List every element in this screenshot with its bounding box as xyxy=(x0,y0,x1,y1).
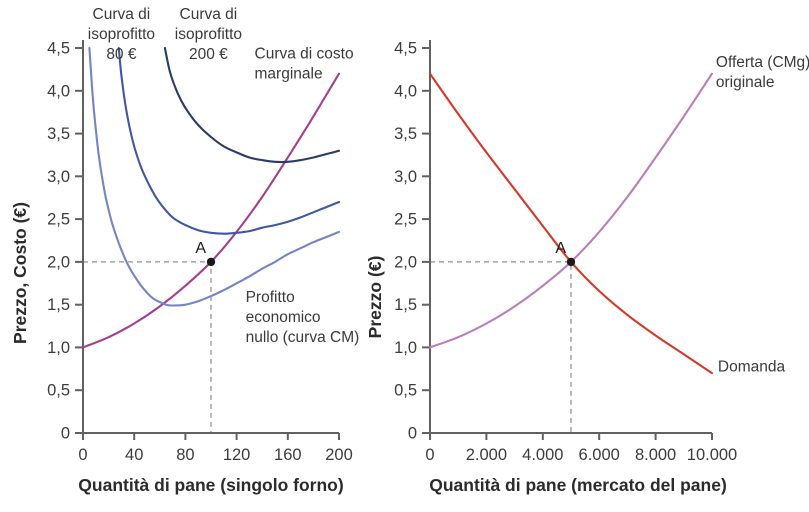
x-tick-label: 160 xyxy=(274,446,302,464)
y-axis-title: Prezzo (€) xyxy=(365,256,385,339)
curve-curva-di-isoprofitto-200 xyxy=(163,46,341,164)
y-tick-label: 2,0 xyxy=(47,253,70,271)
x-tick-label: 4.000 xyxy=(522,446,563,464)
x-tick-label: 80 xyxy=(176,446,194,464)
x-tick-label: 2.000 xyxy=(466,446,507,464)
guide-dashed-lines xyxy=(83,261,212,433)
y-tick-label: 0 xyxy=(408,425,417,443)
annotation-curva-di-isoprofitto-80: Curva di isoprofitto 80 € xyxy=(88,6,155,63)
y-tick-label: 2,5 xyxy=(394,211,417,229)
guide-dashed-lines xyxy=(430,261,572,433)
x-tick-label: 10.000 xyxy=(687,446,737,464)
x-tick-label: 8.000 xyxy=(635,446,676,464)
x-tick-label: 200 xyxy=(325,446,353,464)
x-tick-label: 6.000 xyxy=(579,446,620,464)
annotation-offerta-cmg-originale: Offerta (CMg) originale xyxy=(716,54,809,91)
x-tick-label: 120 xyxy=(223,446,251,464)
x-tick-label: 0 xyxy=(425,446,434,464)
y-tick-label: 2,0 xyxy=(394,253,417,271)
y-tick-label: 1,5 xyxy=(47,296,70,314)
chart-panel-right: 0 2.000 4.000 6.000 8.000 10.000 0 0,5 1,0 1,5 2,0… xyxy=(365,40,809,496)
y-tick-label: 4,0 xyxy=(394,82,417,100)
y-axis-title: Prezzo, Costo (€) xyxy=(10,202,30,344)
x-tick-label: 0 xyxy=(78,446,87,464)
curve-profitto-economico-nullo-curva-cm xyxy=(88,46,341,307)
annotation-domanda: Domanda xyxy=(718,358,786,375)
y-tick-label: 1,5 xyxy=(394,296,417,314)
y-tick-label: 3,0 xyxy=(394,168,417,186)
annotation-profitto-economico-nullo-curva-cm: Profitto economico nullo (curva CM) xyxy=(246,289,360,346)
y-tick-label: 4,5 xyxy=(394,40,417,58)
point-a-marker xyxy=(566,257,576,267)
annotation-curva-di-costo-marginale: Curva di costo marginale xyxy=(255,45,354,82)
point-a-marker xyxy=(206,257,216,267)
y-tick-label: 0,5 xyxy=(47,382,70,400)
x-axis-title: Quantità di pane (mercato del pane) xyxy=(429,475,727,495)
y-tick-label: 1,0 xyxy=(394,339,417,357)
annotation-curva-di-isoprofitto-200: Curva di isoprofitto 200 € xyxy=(175,6,242,63)
chart-panel-left: 0 40 80 120 160 200 0 0,5 1,0 1,5 2,0 2,5 3,0 3,5 4,0 4… xyxy=(10,6,359,495)
y-tick-label: 3,0 xyxy=(47,168,70,186)
y-tick-label: 4,5 xyxy=(47,40,70,58)
y-tick-label: 0,5 xyxy=(394,382,417,400)
x-axis-title: Quantità di pane (singolo forno) xyxy=(78,475,343,495)
point-a-label: A xyxy=(555,240,566,257)
point-a-label: A xyxy=(195,240,206,257)
y-tick-label: 2,5 xyxy=(47,211,70,229)
y-tick-label: 3,5 xyxy=(394,125,417,143)
y-tick-label: 4,0 xyxy=(47,82,70,100)
y-tick-label: 1,0 xyxy=(47,339,70,357)
curve-curva-di-isoprofitto-80 xyxy=(117,46,341,235)
y-tick-label: 3,5 xyxy=(47,125,70,143)
y-tick-label: 0 xyxy=(61,425,70,443)
curve-offerta-cmg-originale xyxy=(428,72,714,349)
x-tick-label: 40 xyxy=(125,446,143,464)
